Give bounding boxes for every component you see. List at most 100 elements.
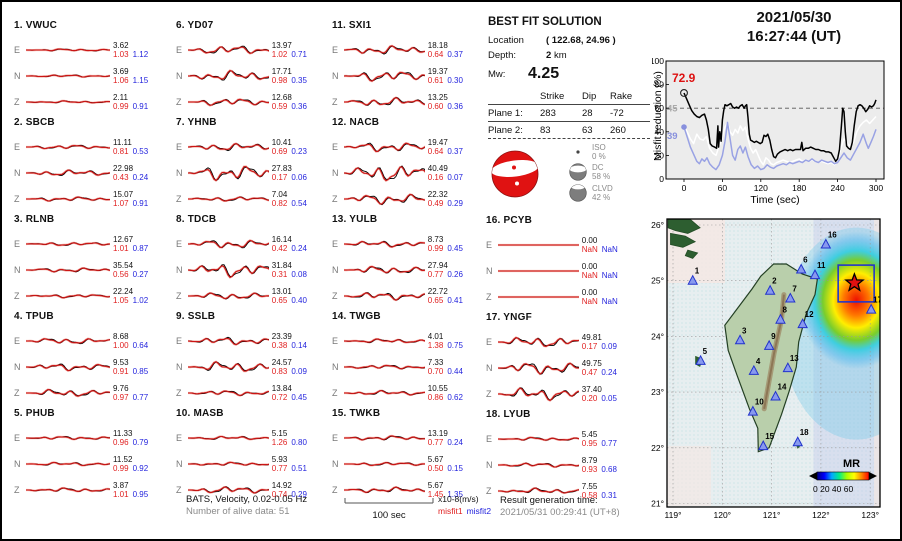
amplitude-value: 16.14 [271,235,292,244]
channel-label: E [14,142,21,152]
station-yulb: 13. YULB E 8.73 0.99 0.45 N 27.94 0.77 0.26 Z 22.7… [332,214,478,311]
trace-row-n: N 40.49 0.16 0.07 [332,160,478,186]
channel-label: E [14,433,21,443]
channel-label: Z [332,97,338,107]
waveform-plot [187,45,269,55]
amplitude-value: 11.33 [113,429,133,438]
lon-tick-label: 119° [665,510,682,520]
station-triangle-icon [785,292,796,303]
waveform-plot [187,435,269,441]
amplitude-value: 7.04 [271,190,288,199]
misfit1-value: 0.82 [271,199,288,208]
trace-values: 12.68 0.59 0.36 [269,93,322,111]
trace-row-e: E 23.39 0.38 0.14 [176,328,322,354]
trace-row-e: E 49.81 0.17 0.09 [486,329,632,355]
channel-label: N [176,362,183,372]
misfit2-value: 1.12 [132,50,149,59]
trace-row-n: N 35.54 0.56 0.27 [14,257,166,283]
misfit1-value: 0.83 [271,367,288,376]
channel-label: E [486,240,493,250]
station-header: 11. SXI1 [332,20,372,31]
amplitude-value: 3.69 [113,67,129,76]
trace-row-z: Z 13.25 0.60 0.36 [332,89,478,115]
waveform-plot [187,264,269,279]
misfit2-value: 0.68 [601,465,617,474]
amplitude-value: 19.37 [427,67,448,76]
y-tick-label: 0 [659,174,664,184]
trace-values: 35.54 0.56 0.27 [110,261,165,279]
station-header: 15. TWKB [332,408,381,419]
misfit-values: 1.01 0.87 [113,244,148,253]
channel-label: E [332,433,339,443]
trace-row-n: N 17.71 0.98 0.35 [176,63,322,89]
misfit1-value: 0.99 [113,464,129,473]
channel-label: Z [176,388,182,398]
waveform-column-4: 16. PCYB E 0.00 NaN NaN N 0.00 NaN NaN Z 0.00 NaN Na… [486,215,632,506]
misfit-values: 1.05 1.02 [113,296,148,305]
lon-tick-label: 121° [763,510,781,520]
station-number-label: 10 [755,398,764,407]
misfit-values: 0.20 0.05 [582,394,617,403]
misfit2-value: 0.26 [447,270,463,279]
amplitude-value: 8.73 [427,235,444,244]
station-triangle-icon [695,354,706,365]
lat-tick-label: 23° [651,387,664,397]
lat-tick-label: 22° [651,443,664,453]
waveform-plot [187,165,269,182]
station-header: 5. PHUB [14,408,55,419]
station-triangle-icon [792,436,804,447]
misfit-values: 0.65 0.40 [272,296,307,305]
amplitude-value: 13.01 [271,287,292,296]
trace-row-n: N 27.83 0.17 0.06 [176,160,322,186]
mw-value: 4.25 [528,65,560,82]
trace-values: 14.92 0.74 0.29 [269,481,322,499]
station-tpub: 4. TPUB E 8.68 1.00 0.64 N 9.53 0.91 0.85 Z 9.76 0.… [14,311,166,408]
station-tdcb: 8. TDCB E 16.14 0.42 0.24 N 31.84 0.31 0.08 Z 13.0… [176,214,322,311]
station-sxi1: 11. SXI1 E 18.18 0.64 0.37 N 19.37 0.61 0.30 Z 13.… [332,20,478,117]
channel-label: Z [14,291,20,301]
misfit-values: 1.26 0.80 [272,438,307,447]
misfit2-value: 0.24 [447,438,463,447]
station-triangle-icon [763,339,775,350]
station-sslb: 9. SSLB E 23.39 0.38 0.14 N 24.57 0.83 0.09 Z 13.8… [176,311,322,408]
waveform-plot [187,239,269,249]
channel-label: N [486,266,493,276]
station-triangle-icon [809,269,821,280]
amplitude-value: 11.52 [113,455,133,464]
trace-values: 13.01 0.65 0.40 [269,287,322,305]
station-number-label: 12 [805,310,814,319]
misfit1-value: 0.99 [427,244,444,253]
amplitude-value: 0.00 [581,288,598,297]
waveform-plot [26,241,110,247]
trace-row-z: Z 9.76 0.97 0.77 [14,380,166,406]
waveform-plot [26,144,110,150]
amplitude-value: 40.49 [427,164,448,173]
misfit-values: 0.17 0.09 [582,342,617,351]
misfit1-value: NaN [581,245,598,254]
amplitude-value: 0.00 [581,236,598,245]
trace-row-z: Z 3.87 1.01 0.95 [14,477,166,503]
station-number-label: 4 [756,357,761,366]
misfit2-value: 0.08 [291,270,307,279]
alive-data-count: Number of alive data: 51 [186,506,290,517]
misfit-values: 1.01 0.95 [113,490,148,499]
amplitude-value: 22.24 [113,287,134,296]
waveform-plot [26,195,110,203]
waveform-plot [497,436,579,442]
station-header: 4. TPUB [14,311,54,322]
trace-row-z: Z 22.24 1.05 1.02 [14,283,166,309]
amplitude-value: 13.25 [427,93,448,102]
mainland-patch [670,232,697,248]
misfit-reduction-chart: 72.9 45 39 0 20 40 60 80 100 0 60 120 180 240 300 Misfi… [652,56,885,206]
waveform-plot [497,361,579,376]
trace-values: 22.98 0.43 0.24 [110,164,165,182]
station-number-label: 16 [828,230,837,239]
station-number-label: 18 [800,428,809,437]
dataset-info: BATS, Velocity, 0.02-0.05 Hz Number of a… [186,494,307,518]
lat-tick-label: 24° [651,331,664,341]
trace-values: 40.49 0.16 0.07 [425,164,478,182]
misfit-values: 1.06 1.15 [113,76,148,85]
waveform-plot [497,336,579,348]
channel-label: E [14,239,21,249]
misfit-values: 0.49 0.29 [428,199,463,208]
